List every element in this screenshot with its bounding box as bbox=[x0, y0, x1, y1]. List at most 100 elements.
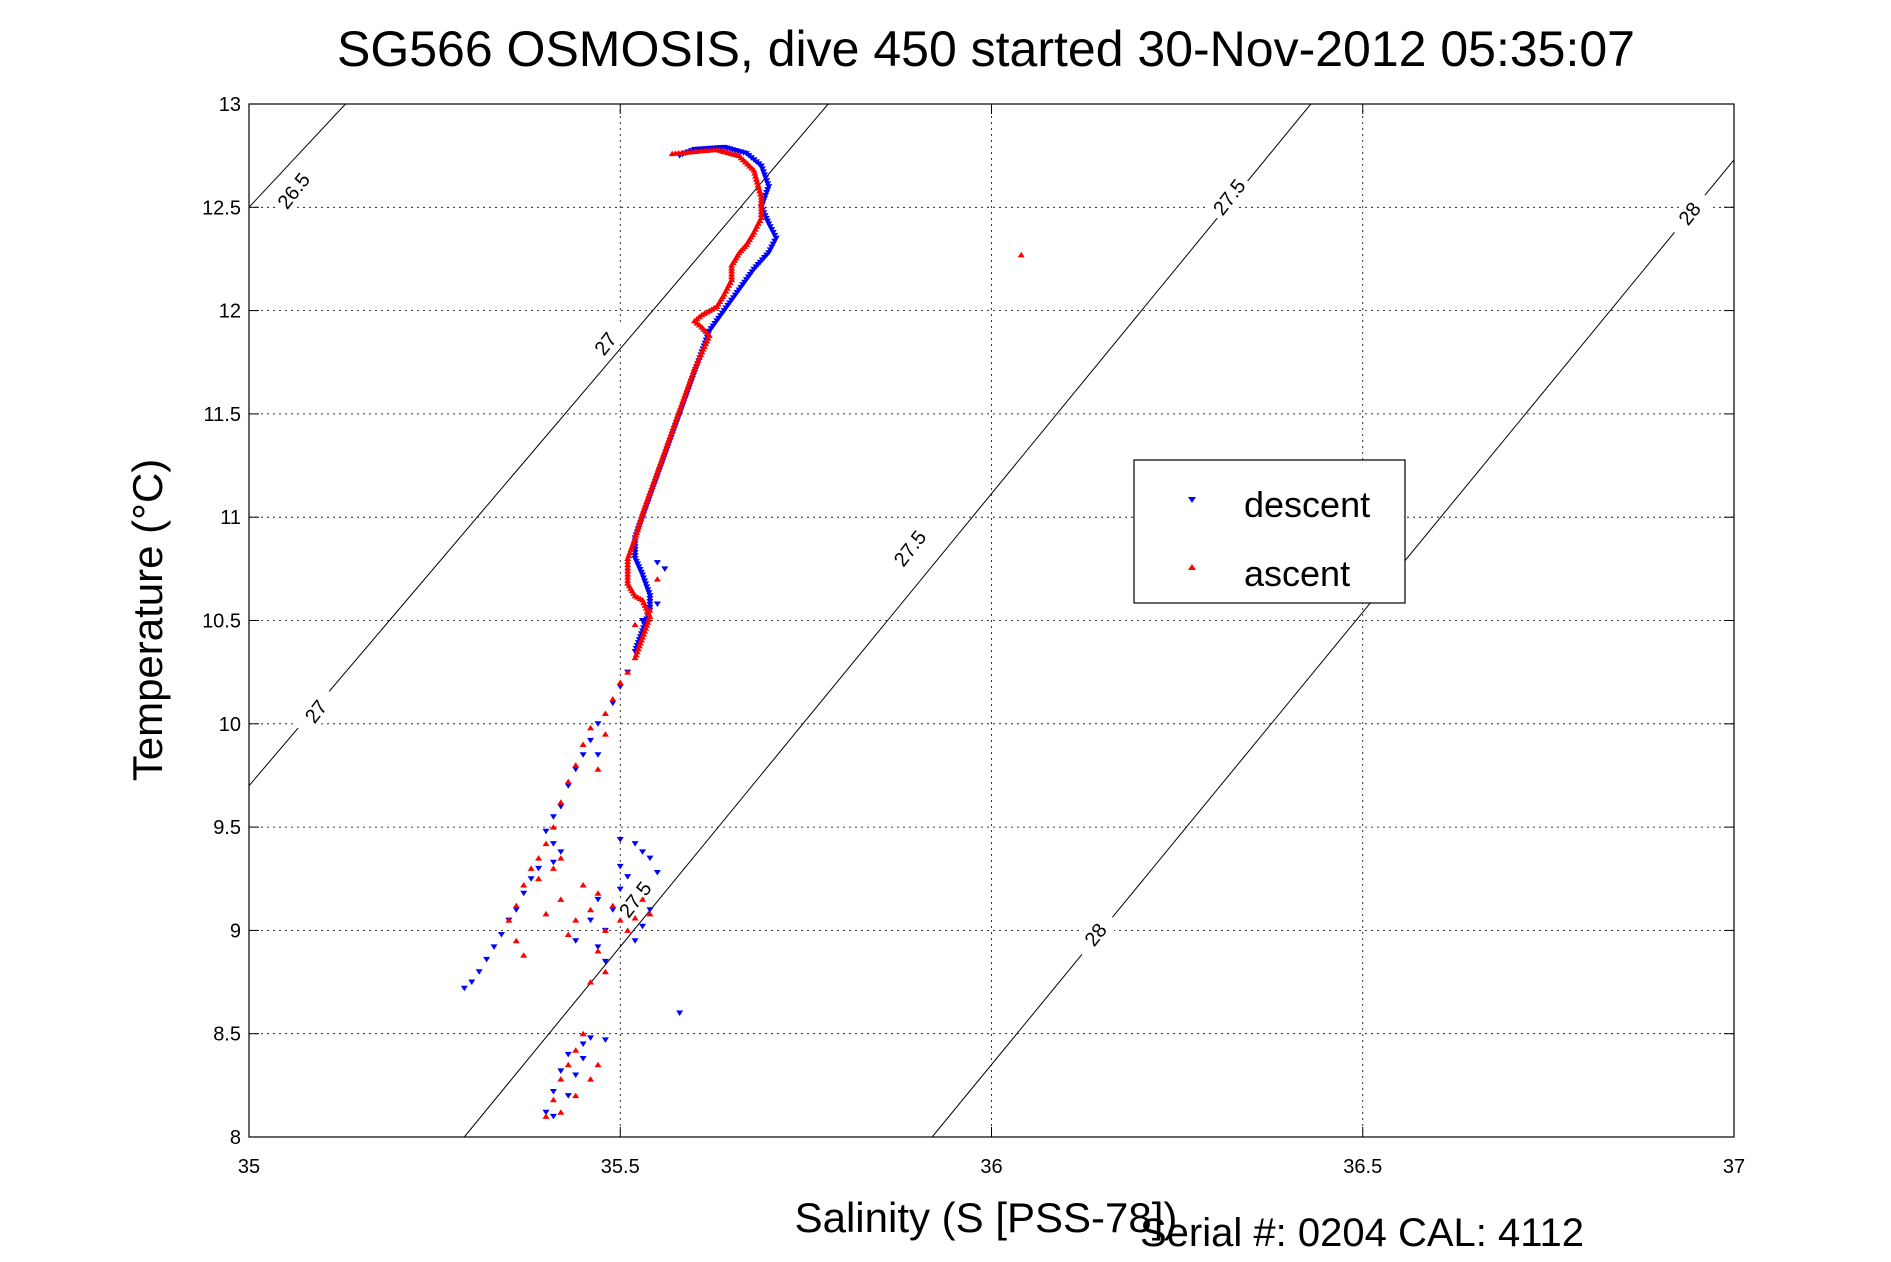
descent-point bbox=[616, 684, 624, 690]
ascent-point bbox=[609, 696, 617, 702]
descent-point bbox=[512, 907, 520, 913]
descent-point bbox=[766, 224, 774, 230]
descent-point bbox=[635, 564, 643, 570]
ascent-point bbox=[637, 515, 645, 522]
descent-point bbox=[460, 985, 468, 992]
ascent-point bbox=[594, 766, 602, 772]
grid-lines bbox=[249, 104, 1734, 1137]
ascent-point bbox=[757, 202, 765, 209]
descent-point bbox=[642, 581, 650, 587]
ascent-point bbox=[633, 529, 641, 535]
descent-point bbox=[764, 187, 772, 193]
descent-point bbox=[761, 172, 769, 178]
descent-point bbox=[564, 783, 572, 789]
legend-marker-ascent bbox=[1188, 564, 1196, 570]
legend-box bbox=[1133, 459, 1406, 604]
descent-point bbox=[637, 569, 645, 576]
descent-point bbox=[616, 886, 624, 893]
serial-cal-note: Serial #: 0204 CAL: 4112 bbox=[1140, 1211, 1584, 1255]
ascent-point bbox=[542, 1113, 550, 1119]
descent-point bbox=[640, 575, 648, 581]
ascent-point bbox=[634, 526, 642, 533]
x-tick-label: 36.5 bbox=[1343, 1156, 1382, 1178]
descent-point bbox=[762, 175, 770, 181]
descent-point bbox=[636, 567, 644, 573]
density-contour-line bbox=[931, 159, 1734, 1137]
descent-point bbox=[661, 566, 669, 572]
ascent-point bbox=[512, 937, 520, 944]
y-tick-label: 12.5 bbox=[202, 197, 241, 219]
y-tick-label: 9.5 bbox=[213, 817, 241, 839]
ascent-point bbox=[720, 148, 728, 155]
descent-point bbox=[490, 944, 498, 950]
ascent-point bbox=[557, 896, 565, 902]
descent-point bbox=[653, 870, 661, 876]
ascent-point bbox=[572, 1047, 580, 1053]
ascent-point bbox=[579, 881, 587, 888]
descent-point bbox=[771, 238, 779, 245]
ascent-point bbox=[579, 741, 587, 747]
descent-point bbox=[609, 700, 617, 707]
ascent-point bbox=[624, 567, 632, 574]
descent-point bbox=[527, 876, 535, 882]
y-tick-label: 9 bbox=[230, 920, 241, 942]
contour-label-bg bbox=[1071, 908, 1120, 961]
y-tick-label: 12 bbox=[219, 301, 241, 323]
descent-point bbox=[594, 944, 602, 950]
descent-point bbox=[771, 232, 779, 239]
ascent-point bbox=[755, 185, 763, 191]
descent-point bbox=[520, 890, 528, 897]
ascent-point bbox=[752, 176, 760, 182]
ascent-point bbox=[639, 896, 647, 902]
legend-label-ascent: ascent bbox=[1244, 553, 1350, 594]
descent-point bbox=[535, 865, 543, 872]
ascent-point bbox=[753, 179, 761, 185]
ascent-point bbox=[631, 621, 639, 628]
legend-label-descent: descent bbox=[1244, 484, 1370, 525]
ascent-point bbox=[624, 558, 632, 565]
ascent-point bbox=[728, 267, 736, 274]
y-tick-label: 10 bbox=[219, 714, 241, 736]
descent-point bbox=[475, 969, 483, 975]
x-axis-label: Salinity (S [PSS-78]) bbox=[795, 1194, 1178, 1241]
descent-point bbox=[769, 230, 777, 236]
descent-point bbox=[631, 553, 639, 559]
x-tick-label: 36 bbox=[980, 1156, 1002, 1178]
ascent-point bbox=[594, 1061, 602, 1068]
ascent-point bbox=[601, 710, 609, 716]
x-tick-label: 35.5 bbox=[601, 1156, 640, 1178]
ascent-point bbox=[572, 917, 580, 923]
descent-point bbox=[644, 587, 652, 593]
descent-point bbox=[762, 215, 770, 222]
ascent-point bbox=[572, 762, 580, 768]
x-tick-label: 37 bbox=[1723, 1156, 1745, 1178]
ascent-point bbox=[757, 190, 764, 197]
descent-point bbox=[579, 752, 587, 758]
ascent-point bbox=[587, 979, 595, 985]
y-tick-label: 11 bbox=[220, 507, 241, 529]
descent-point bbox=[579, 1041, 587, 1048]
ascent-point bbox=[609, 902, 617, 909]
descent-point bbox=[587, 917, 595, 924]
descent-point bbox=[763, 178, 771, 184]
descent-point bbox=[468, 979, 476, 986]
descent-point bbox=[587, 1035, 595, 1041]
ascent-point bbox=[624, 577, 632, 583]
density-contour-line bbox=[249, 104, 346, 208]
ascent-point bbox=[594, 890, 602, 896]
descent-point bbox=[772, 235, 780, 242]
ascent-point bbox=[728, 273, 736, 280]
x-axis-ticks: 35 35.5 36 36.5 37 bbox=[238, 104, 1745, 1178]
descent-point bbox=[631, 938, 639, 944]
density-contour-line bbox=[463, 104, 1312, 1137]
ascent-point bbox=[757, 208, 765, 215]
ascent-point bbox=[653, 576, 661, 582]
ascent-point bbox=[601, 968, 609, 975]
ascent-point bbox=[601, 927, 609, 933]
ascent-point bbox=[757, 196, 765, 203]
ascent-point bbox=[520, 881, 528, 888]
ascent-point bbox=[594, 948, 602, 954]
descent-point bbox=[761, 213, 769, 219]
ascent-point bbox=[756, 188, 764, 194]
descent-point bbox=[549, 1089, 557, 1095]
